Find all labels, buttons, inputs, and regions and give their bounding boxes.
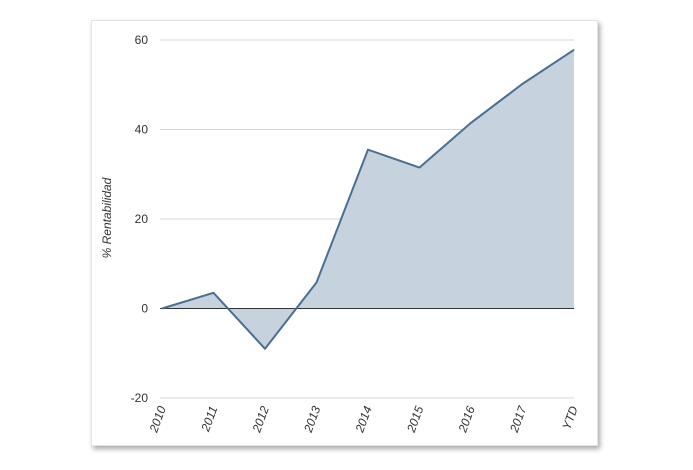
y-tick-label: 20 bbox=[135, 212, 149, 226]
y-axis-title: % Rentabilidad bbox=[100, 177, 114, 258]
series-area-fill bbox=[162, 49, 574, 349]
x-tick-label: 2016 bbox=[455, 404, 478, 435]
data-point bbox=[522, 83, 523, 85]
data-point bbox=[419, 167, 420, 169]
data-point bbox=[316, 282, 317, 284]
y-tick-label: 40 bbox=[135, 123, 149, 137]
x-tick-label: 2012 bbox=[249, 404, 272, 435]
data-point bbox=[470, 122, 472, 124]
data-point bbox=[573, 49, 575, 51]
y-tick-label: 0 bbox=[141, 302, 148, 316]
x-tick-label: 2013 bbox=[301, 404, 324, 435]
data-point bbox=[213, 292, 214, 294]
y-axis-ticks: -20 0 20 40 60 bbox=[131, 33, 149, 405]
data-point bbox=[161, 308, 163, 309]
x-tick-label: 2017 bbox=[507, 403, 530, 435]
y-tick-label: 60 bbox=[135, 33, 149, 47]
y-tick-label: -20 bbox=[131, 391, 149, 405]
series-area bbox=[162, 49, 574, 349]
x-tick-label: 2010 bbox=[146, 404, 169, 435]
series-line-group bbox=[161, 49, 575, 350]
data-point bbox=[264, 348, 266, 350]
data-point bbox=[367, 149, 369, 151]
x-tick-label: 2015 bbox=[404, 404, 427, 435]
x-tick-label: 2011 bbox=[198, 404, 220, 434]
x-tick-label: 2014 bbox=[352, 404, 375, 435]
x-axis-ticks: 2010 2011 2012 2013 2014 2015 2016 2017 YTD bbox=[146, 403, 581, 435]
x-tick-label: YTD bbox=[559, 404, 580, 432]
